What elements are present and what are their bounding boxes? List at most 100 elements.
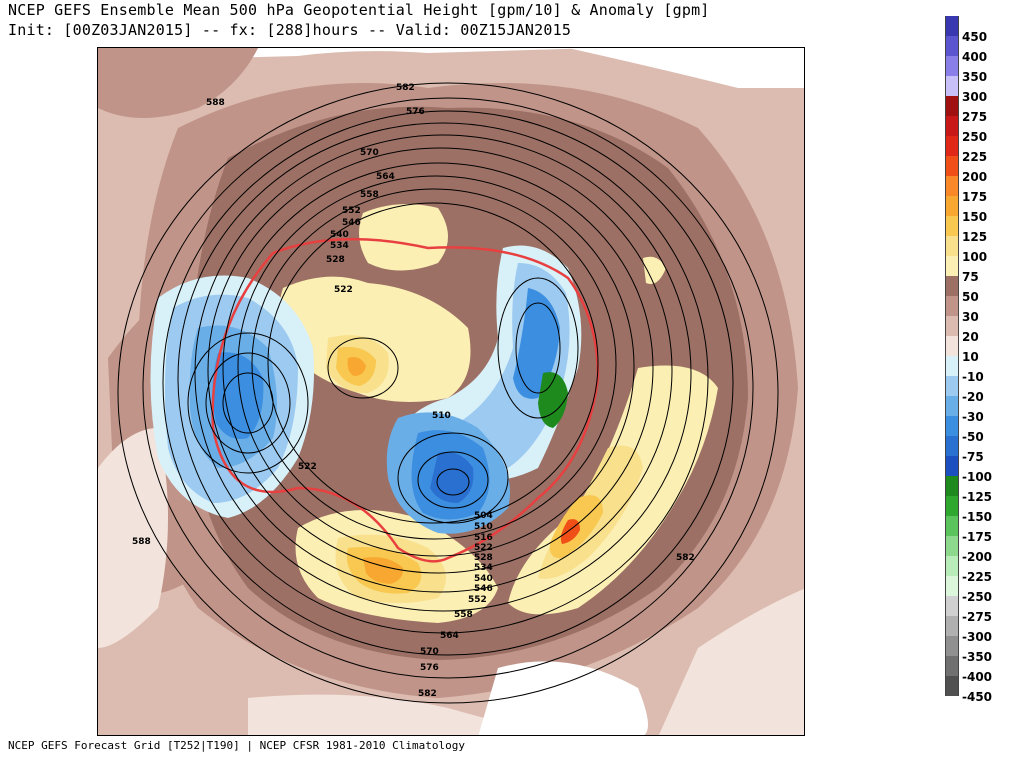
contour-label: 570 [420,647,439,657]
legend-swatch [945,616,959,636]
legend-label: 10 [962,350,979,364]
legend-swatch [945,16,959,36]
contour-label: 540 [474,574,493,584]
legend-label: -125 [962,490,993,504]
contour-label: 570 [360,148,379,158]
legend-label: 225 [962,150,988,164]
contour-label: 582 [676,553,695,563]
contour-label: 528 [474,553,493,563]
legend-label: -175 [962,530,993,544]
legend-label: -10 [962,370,984,384]
contour-label: 582 [418,689,437,699]
contour-label: 576 [406,107,425,117]
legend-label: 350 [962,70,988,84]
contour-label: 564 [440,631,459,641]
legend-label: 100 [962,250,988,264]
legend-label: 175 [962,190,988,204]
legend-swatch [945,636,959,656]
legend-swatch [945,276,959,296]
legend-swatch [945,516,959,536]
contour-label: 558 [360,190,379,200]
legend-label: -450 [962,690,993,704]
legend-label: -225 [962,570,993,584]
legend-swatch [945,396,959,416]
legend-swatch [945,556,959,576]
legend-swatch [945,456,959,476]
legend-label: 250 [962,130,988,144]
legend-swatch [945,56,959,76]
legend-swatch [945,416,959,436]
contour-label: 510 [474,522,493,532]
legend-label: -100 [962,470,993,484]
legend-swatch [945,36,959,56]
legend-swatch [945,96,959,116]
legend-swatch [945,336,959,356]
legend-label: 400 [962,50,988,64]
legend-swatch [945,376,959,396]
contour-label: 558 [454,610,473,620]
contour-label: 510 [432,411,451,421]
legend-swatch [945,656,959,676]
legend-label: 75 [962,270,979,284]
legend-label: -350 [962,650,993,664]
contour-label: 504 [474,511,493,521]
legend-swatch [945,536,959,556]
legend-swatch [945,236,959,256]
legend-label: 275 [962,110,988,124]
anomaly-map: 588 582 576 570 564 558 552 546 540 534 … [98,48,804,735]
legend-swatch [945,116,959,136]
contour-label: 522 [298,462,317,472]
legend-label: -75 [962,450,984,464]
chart-title: NCEP GEFS Ensemble Mean 500 hPa Geopoten… [8,1,710,19]
contour-label: 576 [420,663,439,673]
contour-label: 528 [326,255,345,265]
legend-swatch [945,76,959,96]
contour-label: 534 [330,241,349,251]
legend-swatch [945,216,959,236]
legend-swatch [945,316,959,336]
legend-label: -50 [962,430,984,444]
legend-label: -200 [962,550,993,564]
legend-swatch [945,176,959,196]
contour-label: 516 [474,533,493,543]
legend-swatch [945,256,959,276]
contour-label: 522 [334,285,353,295]
legend-swatch [945,596,959,616]
legend-swatch [945,136,959,156]
legend-swatch [945,296,959,316]
legend-label: 200 [962,170,988,184]
legend-swatch [945,196,959,216]
legend-label: -30 [962,410,984,424]
legend-label: -250 [962,590,993,604]
legend-swatch [945,676,959,696]
contour-label: 588 [206,98,225,108]
legend-swatch [945,496,959,516]
footer-credit: NCEP GEFS Forecast Grid [T252|T190] | NC… [8,739,465,752]
chart-subtitle: Init: [00Z03JAN2015] -- fx: [288]hours -… [8,21,572,39]
contour-label: 564 [376,172,395,182]
contour-label: 522 [474,543,493,553]
legend-label: -275 [962,610,993,624]
legend-label: 300 [962,90,988,104]
legend-swatch [945,436,959,456]
contour-label: 540 [330,230,349,240]
legend-label: 50 [962,290,979,304]
legend-label: -20 [962,390,984,404]
contour-label: 552 [342,206,361,216]
legend-swatch [945,576,959,596]
legend-label: 150 [962,210,988,224]
contour-label: 588 [132,537,151,547]
contour-label: 582 [396,83,415,93]
map-panel: 588 582 576 570 564 558 552 546 540 534 … [97,47,805,736]
legend-label: 30 [962,310,979,324]
legend-swatch [945,356,959,376]
contour-label: 534 [474,563,493,573]
contour-label: 552 [468,595,487,605]
legend-label: -400 [962,670,993,684]
legend-label: 125 [962,230,988,244]
legend-label: 450 [962,30,988,44]
legend-swatch [945,476,959,496]
legend-label: 20 [962,330,979,344]
contour-label: 546 [474,584,493,594]
legend-swatch [945,156,959,176]
